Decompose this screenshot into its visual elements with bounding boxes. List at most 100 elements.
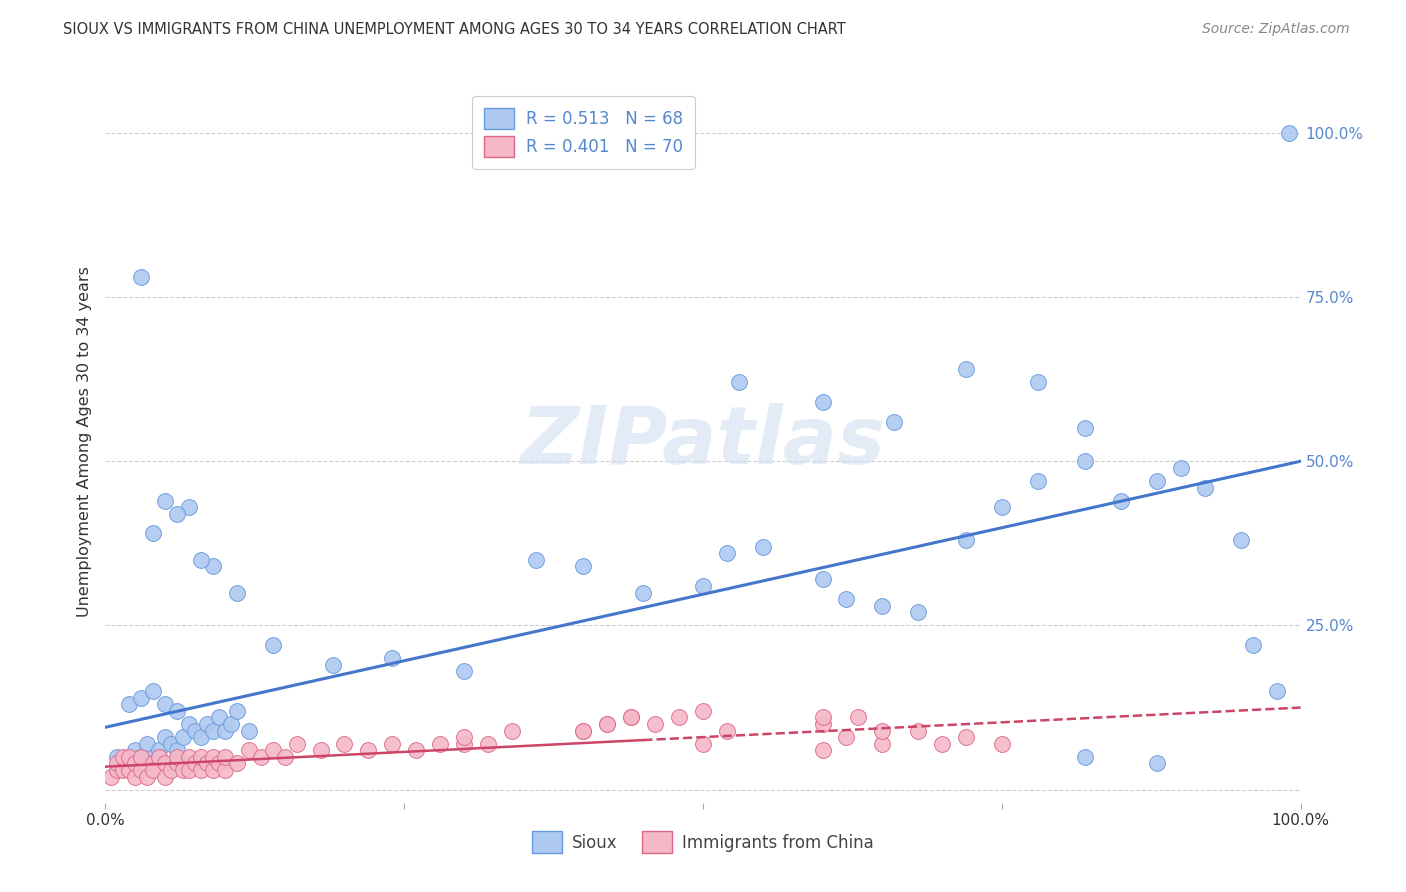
- Point: [225, 585, 249, 599]
- Point: [262, 743, 284, 757]
- Point: [166, 756, 188, 771]
- Point: [692, 579, 714, 593]
- Point: [107, 749, 129, 764]
- Point: [1026, 376, 1049, 390]
- Point: [692, 737, 714, 751]
- Point: [811, 395, 834, 409]
- Point: [1074, 454, 1097, 468]
- Point: [214, 749, 236, 764]
- Point: [190, 763, 212, 777]
- Point: [333, 737, 356, 751]
- Point: [160, 737, 183, 751]
- Point: [129, 690, 153, 705]
- Point: [872, 599, 894, 613]
- Point: [572, 559, 595, 574]
- Point: [872, 723, 894, 738]
- Point: [1026, 474, 1049, 488]
- Point: [166, 704, 188, 718]
- Point: [883, 415, 905, 429]
- Point: [633, 585, 655, 599]
- Point: [453, 737, 475, 751]
- Point: [190, 730, 212, 744]
- Point: [811, 743, 834, 757]
- Point: [225, 704, 249, 718]
- Point: [477, 737, 499, 751]
- Point: [124, 756, 146, 771]
- Point: [153, 698, 177, 712]
- Point: [129, 749, 153, 764]
- Point: [273, 749, 295, 764]
- Point: [107, 763, 129, 777]
- Point: [907, 605, 929, 619]
- Point: [811, 573, 834, 587]
- Point: [136, 770, 159, 784]
- Point: [716, 546, 738, 560]
- Point: [955, 730, 977, 744]
- Point: [129, 270, 153, 285]
- Point: [453, 665, 475, 679]
- Point: [124, 743, 146, 757]
- Legend: Sioux, Immigrants from China: Sioux, Immigrants from China: [526, 825, 880, 860]
- Point: [405, 743, 427, 757]
- Point: [1074, 749, 1097, 764]
- Point: [990, 500, 1012, 515]
- Point: [811, 710, 834, 724]
- Point: [572, 723, 595, 738]
- Point: [907, 723, 929, 738]
- Point: [811, 717, 834, 731]
- Point: [1277, 126, 1299, 140]
- Point: [166, 507, 188, 521]
- Point: [166, 743, 188, 757]
- Point: [1170, 460, 1192, 475]
- Point: [250, 749, 273, 764]
- Point: [112, 763, 135, 777]
- Point: [716, 723, 738, 738]
- Point: [596, 717, 619, 731]
- Point: [990, 737, 1012, 751]
- Point: [172, 730, 194, 744]
- Point: [429, 737, 451, 751]
- Point: [142, 763, 165, 777]
- Point: [846, 710, 869, 724]
- Point: [214, 763, 236, 777]
- Point: [153, 493, 177, 508]
- Point: [153, 770, 177, 784]
- Point: [136, 737, 159, 751]
- Point: [142, 756, 165, 771]
- Point: [177, 749, 201, 764]
- Point: [118, 749, 141, 764]
- Point: [124, 770, 146, 784]
- Point: [214, 723, 236, 738]
- Point: [238, 723, 260, 738]
- Point: [118, 698, 141, 712]
- Point: [129, 749, 153, 764]
- Point: [1146, 756, 1168, 771]
- Point: [100, 770, 122, 784]
- Point: [219, 717, 242, 731]
- Point: [1074, 421, 1097, 435]
- Point: [238, 743, 260, 757]
- Point: [202, 723, 225, 738]
- Point: [1111, 493, 1133, 508]
- Point: [160, 763, 183, 777]
- Point: [835, 592, 858, 607]
- Point: [195, 756, 218, 771]
- Text: Source: ZipAtlas.com: Source: ZipAtlas.com: [1202, 22, 1350, 37]
- Point: [381, 651, 404, 665]
- Point: [1265, 684, 1288, 698]
- Point: [202, 749, 225, 764]
- Point: [190, 749, 212, 764]
- Point: [153, 756, 177, 771]
- Point: [309, 743, 332, 757]
- Point: [177, 763, 201, 777]
- Point: [142, 749, 165, 764]
- Point: [620, 710, 643, 724]
- Point: [453, 730, 475, 744]
- Point: [148, 749, 170, 764]
- Point: [112, 749, 135, 764]
- Point: [184, 723, 207, 738]
- Point: [172, 763, 194, 777]
- Point: [225, 756, 249, 771]
- Point: [148, 743, 170, 757]
- Point: [644, 717, 666, 731]
